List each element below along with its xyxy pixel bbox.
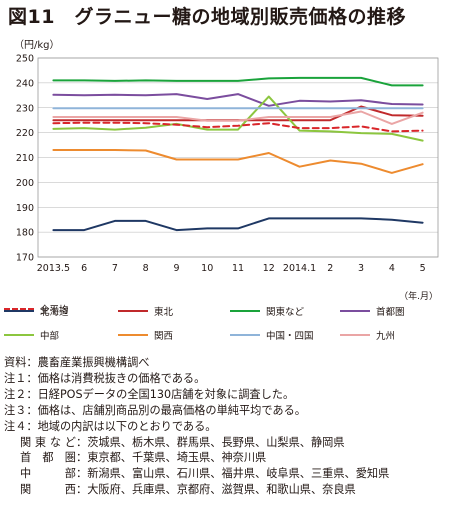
- x-tick-label: 10: [201, 263, 213, 274]
- legend-label: 北海道: [40, 307, 69, 318]
- legend-item: 中部: [4, 328, 59, 342]
- region-prefectures: ：東京都、千葉県、埼玉県、神奈川県: [76, 451, 267, 465]
- x-tick-label: 2: [327, 263, 333, 274]
- legend-label: 関西: [154, 331, 174, 342]
- series-line-8: [52, 110, 424, 125]
- y-tick-label: 220: [16, 128, 34, 139]
- legend-label: 全平均: [40, 305, 69, 316]
- legend-item: 中国・四国: [230, 328, 314, 342]
- legend-swatch: [230, 334, 260, 336]
- series-line-3: [52, 76, 424, 87]
- y-tick-label: 250: [16, 54, 34, 65]
- note-source: 資料：農畜産業振興機構調べ: [4, 356, 150, 369]
- legend-label: 中部: [40, 331, 60, 342]
- legend-item: 関西: [118, 328, 173, 342]
- legend-swatch: [230, 310, 260, 312]
- region-row: 関東など ：茨城県、栃木県、群馬県、長野県、山梨県、静岡県: [4, 435, 406, 451]
- legend-label: 首都圏: [376, 307, 405, 318]
- note-1: 注１：価格は消費税抜きの価格である。: [4, 371, 206, 385]
- chart-legend: 北海道 東北 関東など 首都圏中部 関西 中国・四国 九州 全平均: [0, 302, 450, 350]
- region-key: 関東など: [20, 435, 76, 449]
- y-tick-label: 170: [16, 253, 34, 264]
- region-row: 関西 ：大阪府、兵庫県、京都府、滋賀県、和歌山県、奈良県: [4, 482, 406, 498]
- series-line-6: [52, 149, 424, 174]
- region-prefectures: ：大阪府、兵庫県、京都府、滋賀県、和歌山県、奈良県: [76, 483, 356, 497]
- region-row: 首都圏 ：東京都、千葉県、埼玉県、神奈川県: [4, 450, 406, 466]
- y-axis-unit: （円/kg）: [14, 40, 60, 51]
- y-tick-label: 230: [16, 103, 34, 114]
- note-2: 注２：日経POSデータの全国130店舗を対象に調査した。: [4, 387, 295, 401]
- legend-swatch: [4, 334, 34, 336]
- x-tick-label: 7: [112, 263, 118, 274]
- legend-item: 全平均: [4, 302, 69, 316]
- legend-label: 関東など: [266, 307, 305, 318]
- region-key: 関西: [20, 483, 76, 497]
- series-line-5: [52, 95, 424, 142]
- x-tick-label: 2014.1: [283, 263, 316, 274]
- region-key: 中部: [20, 467, 76, 481]
- x-tick-label: 4: [389, 263, 395, 274]
- legend-label: 東北: [154, 307, 174, 318]
- note-3: 注３：価格は、店舗別商品別の最高価格の単純平均である。: [4, 403, 306, 417]
- legend-swatch: [340, 334, 370, 336]
- legend-swatch: [118, 334, 148, 336]
- y-tick-label: 240: [16, 78, 34, 89]
- y-tick-label: 210: [16, 153, 34, 164]
- legend-swatch: [4, 308, 34, 310]
- x-tick-label: 6: [81, 263, 87, 274]
- series-line-1: [52, 217, 424, 232]
- line-chart: 170 180 190 200 210 220 230 240 250 2013.5 6 7 8 9 10 1…: [16, 54, 439, 274]
- legend-item: 東北: [118, 304, 173, 318]
- series-line-4: [52, 93, 424, 107]
- x-tick-label: 5: [420, 263, 426, 274]
- region-key: 首都圏: [20, 451, 76, 465]
- x-tick-label: 3: [358, 263, 364, 274]
- legend-swatch: [118, 310, 148, 312]
- legend-label: 中国・四国: [266, 331, 314, 342]
- legend-item: 九州: [340, 328, 395, 342]
- region-prefectures: ：茨城県、栃木県、群馬県、長野県、山梨県、静岡県: [76, 435, 345, 449]
- x-tick-label: 8: [143, 263, 149, 274]
- legend-item: 関東など: [230, 304, 304, 318]
- region-prefectures: ：新潟県、富山県、石川県、福井県、岐阜県、三重県、愛知県: [76, 467, 390, 481]
- legend-item: 首都圏: [340, 304, 405, 318]
- legend-swatch: [340, 310, 370, 312]
- y-tick-label: 200: [16, 178, 34, 189]
- legend-item: 北海道: [4, 304, 69, 318]
- x-axis-unit: （年.月）: [399, 292, 438, 302]
- x-tick-label: 11: [232, 263, 244, 274]
- chart-title: 図11 グラニュー糖の地域別販売価格の推移: [8, 6, 406, 28]
- notes-block: 資料：農畜産業振興機構調べ 注１：価格は消費税抜きの価格である。 注２：日経PO…: [4, 355, 406, 498]
- legend-label: 九州: [376, 331, 396, 342]
- plot-frame: [37, 57, 439, 258]
- x-tick-label: 9: [173, 263, 179, 274]
- note-4: 注４：地域の内訳は以下のとおりである。: [4, 419, 217, 433]
- y-tick-label: 180: [16, 228, 34, 239]
- series-line-9: [52, 121, 424, 133]
- y-tick-label: 190: [16, 203, 34, 214]
- region-row: 中部 ：新潟県、富山県、石川県、福井県、岐阜県、三重県、愛知県: [4, 466, 406, 482]
- x-tick-label: 2013.5: [37, 263, 70, 274]
- x-tick-label: 12: [263, 263, 275, 274]
- legend-swatch: [4, 310, 34, 312]
